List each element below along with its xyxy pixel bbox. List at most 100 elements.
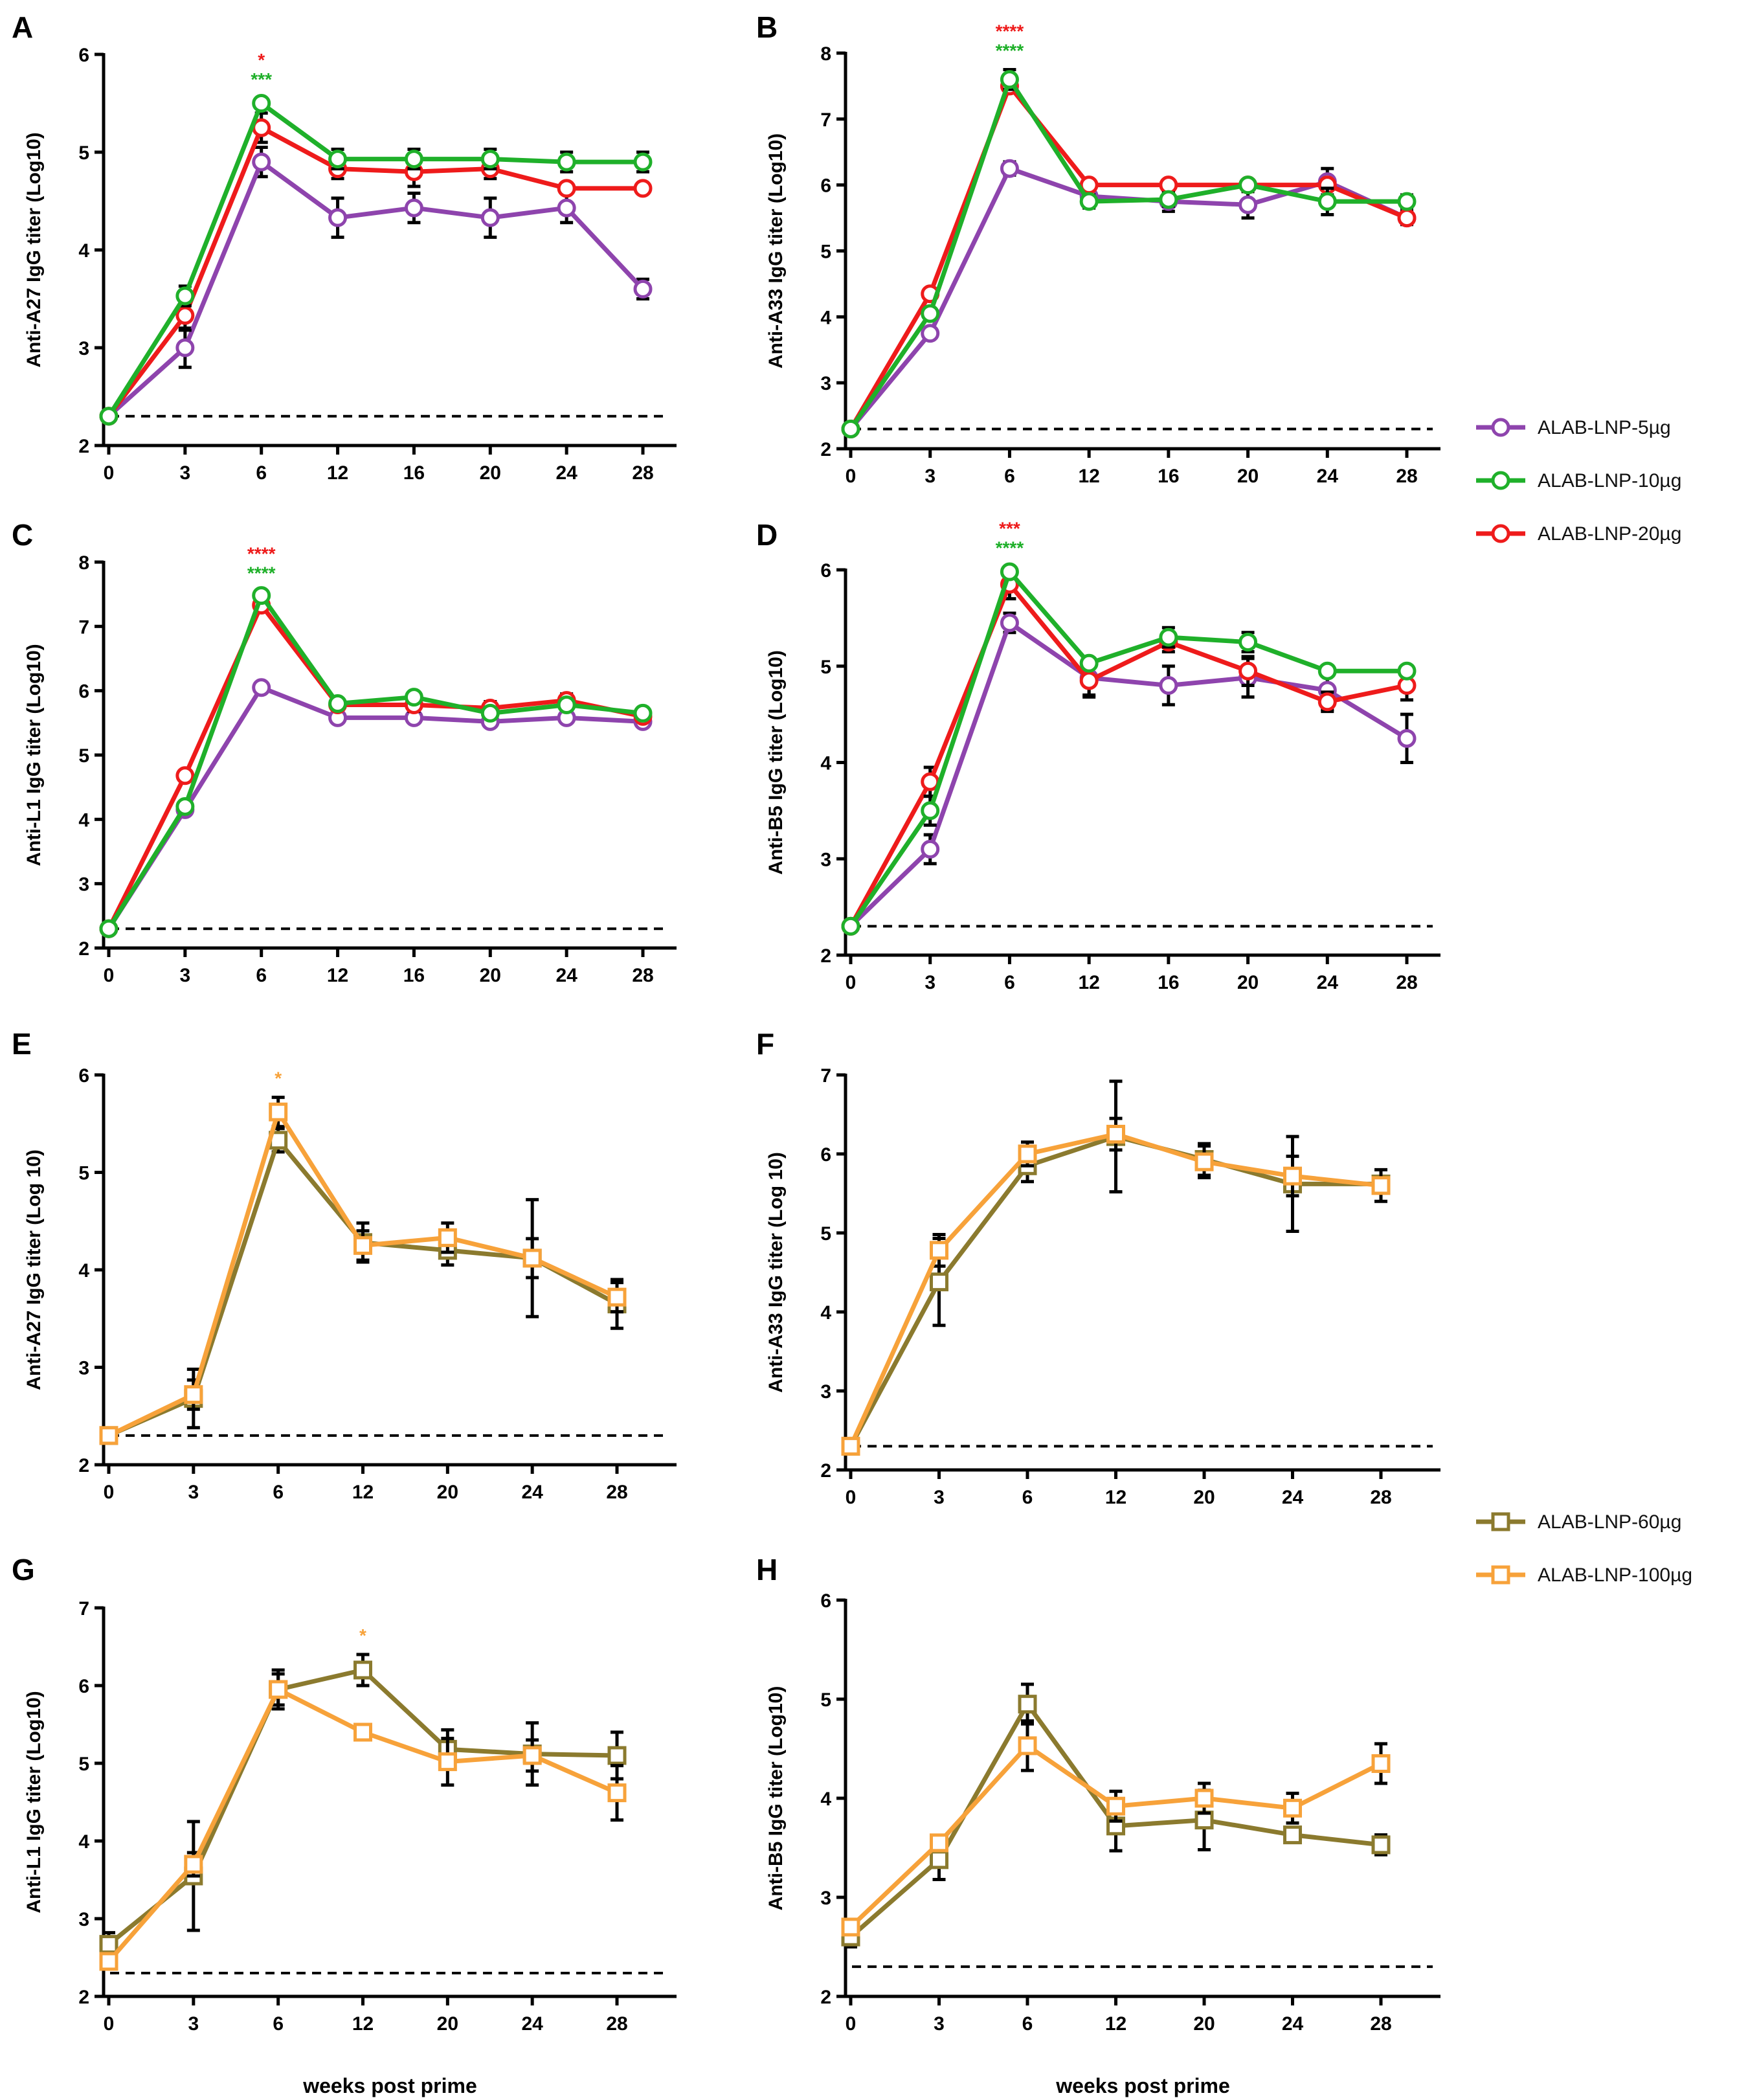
x-tick-label: 20 bbox=[480, 462, 501, 484]
y-tick-label: 5 bbox=[78, 142, 89, 164]
data-point bbox=[1317, 661, 1337, 681]
x-tick-label: 12 bbox=[327, 462, 348, 484]
y-tick-label: 3 bbox=[78, 874, 89, 896]
data-point bbox=[930, 1272, 948, 1292]
data-point bbox=[269, 1131, 288, 1150]
x-axis-label: weeks post prime bbox=[302, 2074, 477, 2097]
series-alab-lnp-20-g bbox=[841, 568, 1417, 936]
x-tick-label: 24 bbox=[555, 965, 577, 986]
data-point bbox=[328, 694, 348, 714]
series-alab-lnp-10-g bbox=[841, 67, 1417, 438]
data-point bbox=[1106, 1796, 1125, 1816]
y-axis-label: Anti-L1 IgG titer (Log10) bbox=[23, 644, 45, 866]
y-tick-label: 5 bbox=[820, 657, 831, 678]
data-point bbox=[252, 152, 271, 172]
data-point bbox=[921, 801, 940, 820]
panel-label: G bbox=[12, 1553, 35, 1586]
data-point bbox=[930, 1833, 948, 1853]
y-axis-label: Anti-A27 IgG titer (Log 10) bbox=[23, 1149, 45, 1390]
x-tick-label: 3 bbox=[188, 2013, 199, 2035]
data-point bbox=[480, 208, 500, 227]
series-alab-lnp-10-g bbox=[99, 94, 653, 426]
legend-marker bbox=[1491, 418, 1510, 437]
y-tick-label: 4 bbox=[78, 1831, 89, 1853]
y-tick-label: 6 bbox=[820, 175, 831, 197]
x-tick-label: 16 bbox=[1158, 972, 1179, 993]
series-alab-lnp-10-g bbox=[841, 562, 1417, 936]
y-tick-label: 2 bbox=[820, 1460, 831, 1482]
panel-label: A bbox=[12, 10, 33, 44]
data-point bbox=[1317, 192, 1337, 211]
series-line bbox=[107, 101, 643, 418]
x-tick-label: 12 bbox=[352, 2013, 374, 2035]
x-tick-label: 6 bbox=[1022, 2013, 1033, 2035]
data-point bbox=[404, 198, 423, 218]
y-tick-label: 4 bbox=[78, 809, 89, 831]
data-point bbox=[184, 1855, 203, 1874]
legend-marker bbox=[1491, 524, 1510, 543]
panel-label: E bbox=[12, 1027, 32, 1061]
x-tick-label: 3 bbox=[188, 1482, 199, 1503]
data-point bbox=[1159, 627, 1178, 647]
data-point bbox=[607, 1287, 627, 1307]
x-tick-label: 6 bbox=[256, 462, 267, 484]
data-point bbox=[175, 766, 195, 785]
data-point bbox=[1283, 1825, 1302, 1845]
x-tick-label: 6 bbox=[1004, 972, 1015, 993]
x-tick-label: 3 bbox=[180, 462, 191, 484]
x-tick-label: 28 bbox=[632, 462, 653, 484]
data-point bbox=[633, 179, 653, 198]
significance-stars: *** bbox=[251, 69, 272, 89]
data-point bbox=[438, 1228, 457, 1247]
y-tick-label: 6 bbox=[820, 1590, 831, 1612]
x-tick-label: 3 bbox=[180, 965, 191, 986]
data-point bbox=[404, 688, 423, 707]
data-point bbox=[1283, 1798, 1302, 1818]
series-line bbox=[849, 569, 1407, 928]
y-tick-label: 3 bbox=[820, 1888, 831, 1909]
x-tick-label: 24 bbox=[1282, 1487, 1304, 1508]
x-tick-label: 0 bbox=[846, 1487, 857, 1508]
y-tick-label: 2 bbox=[78, 938, 89, 960]
series-alab-lnp-60-g bbox=[99, 1127, 627, 1445]
significance-stars: **** bbox=[996, 21, 1024, 41]
data-point bbox=[1238, 175, 1258, 195]
legend-marker bbox=[1491, 1565, 1510, 1585]
data-point bbox=[633, 279, 653, 299]
panel-label: B bbox=[756, 10, 778, 44]
y-axis-label: Anti-A27 IgG titer (Log10) bbox=[23, 132, 45, 367]
data-point bbox=[1371, 1754, 1391, 1773]
x-tick-label: 6 bbox=[256, 965, 267, 986]
y-tick-label: 6 bbox=[820, 560, 831, 581]
data-point bbox=[328, 208, 348, 227]
y-tick-label: 8 bbox=[820, 43, 831, 65]
x-tick-label: 6 bbox=[273, 1482, 284, 1503]
x-tick-label: 20 bbox=[1237, 972, 1259, 993]
y-tick-label: 2 bbox=[820, 1987, 831, 2008]
x-tick-label: 20 bbox=[480, 965, 501, 986]
x-tick-label: 20 bbox=[1237, 466, 1259, 487]
x-tick-label: 0 bbox=[846, 466, 857, 487]
data-point bbox=[438, 1752, 457, 1772]
data-point bbox=[1079, 671, 1099, 690]
data-point bbox=[99, 1935, 118, 1954]
x-tick-label: 24 bbox=[521, 1482, 543, 1503]
significance-stars: * bbox=[275, 1068, 282, 1089]
data-point bbox=[1283, 1166, 1302, 1186]
x-tick-label: 28 bbox=[1396, 972, 1417, 993]
x-tick-label: 24 bbox=[521, 2013, 543, 2035]
y-axis-label: Anti-B5 IgG titer (Log10) bbox=[765, 1686, 787, 1911]
x-tick-label: 6 bbox=[1022, 1487, 1033, 1508]
x-tick-label: 28 bbox=[606, 2013, 627, 2035]
y-tick-label: 3 bbox=[820, 1381, 831, 1403]
series-line bbox=[848, 581, 1407, 928]
y-tick-label: 2 bbox=[78, 1987, 89, 2008]
x-tick-label: 6 bbox=[273, 2013, 284, 2035]
series-alab-lnp-10-g bbox=[99, 586, 653, 938]
data-point bbox=[557, 179, 576, 198]
data-point bbox=[252, 678, 271, 697]
legend-label: ALAB-LNP-60µg bbox=[1538, 1511, 1681, 1533]
series-alab-lnp-100-g bbox=[841, 1719, 1391, 1937]
y-tick-label: 2 bbox=[820, 945, 831, 967]
legend-label: ALAB-LNP-5µg bbox=[1538, 417, 1671, 438]
